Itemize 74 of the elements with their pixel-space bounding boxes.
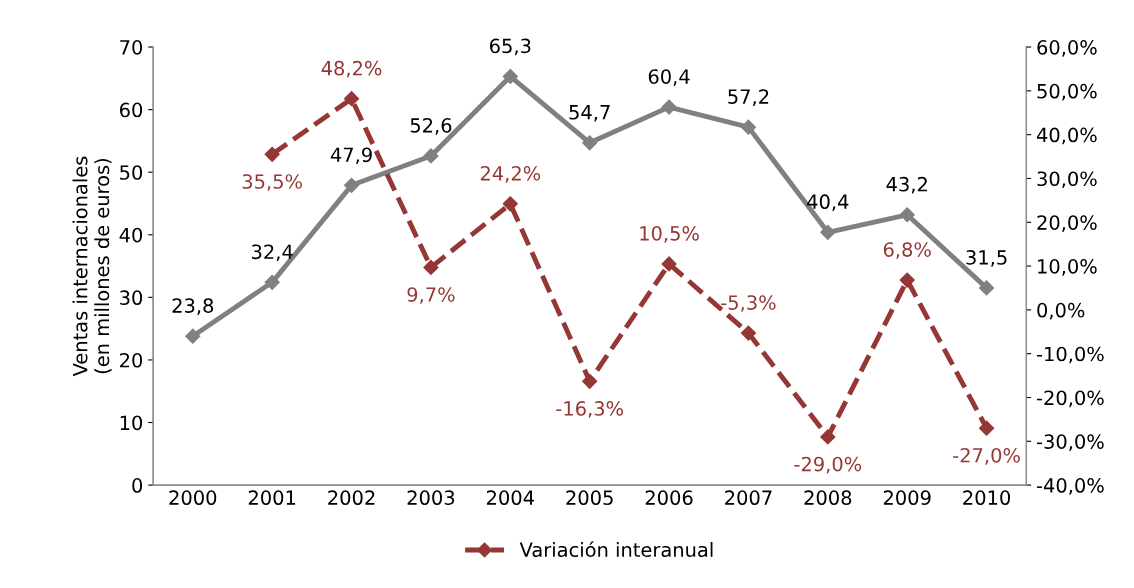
point (979, 420, 995, 436)
point (502, 196, 518, 212)
point (899, 207, 915, 223)
point (423, 148, 439, 164)
data-label: 35,5% (242, 174, 302, 191)
data-label: 52,6 (410, 118, 452, 135)
data-label: 40,4 (807, 194, 849, 212)
data-label: -27,0% (953, 447, 1020, 465)
point (740, 119, 757, 135)
data-label: 24,2% (480, 165, 541, 183)
y2-tick-label: 0,0% (1037, 302, 1085, 320)
y-tick-label: 20 (120, 352, 143, 368)
data-label: 60,4 (648, 69, 690, 86)
x-tick-label: 2006 (645, 490, 693, 506)
x-tick-label: 2007 (725, 490, 772, 506)
y2-tick-label: 60,0% (1037, 40, 1097, 57)
y2-tick-label: 30,0% (1037, 171, 1097, 189)
data-label: -29,0% (794, 456, 862, 474)
y-tick-label: 60 (119, 102, 143, 118)
data-label: 47,9 (330, 147, 372, 165)
y-tick-label: 40 (119, 227, 143, 243)
x-tick-label: 2010 (963, 490, 1011, 506)
y2-tick-label: -40,0% (1036, 478, 1104, 495)
point (343, 91, 360, 107)
x-tick-label: 2003 (407, 490, 455, 506)
data-label: -16,3% (556, 401, 623, 418)
data-label: 32,4 (252, 244, 293, 262)
point (661, 99, 677, 115)
data-label: 43,2 (886, 176, 927, 194)
point (820, 224, 836, 240)
point (582, 135, 598, 151)
point (343, 177, 360, 193)
y-tick-label: 50 (120, 165, 143, 180)
data-label: 54,7 (569, 105, 610, 122)
x-tick-label: 2005 (566, 490, 613, 506)
data-label: 48,2% (321, 60, 382, 78)
y-tick-label: 0 (132, 478, 143, 493)
x-tick-label: 2008 (804, 490, 852, 506)
data-label: 65,3 (490, 38, 531, 56)
y-tick-label: 30 (120, 290, 143, 306)
data-label: 57,2 (728, 89, 769, 106)
y2-tick-label: 10,0% (1038, 259, 1097, 276)
point (820, 429, 836, 445)
x-tick-label: 2001 (248, 490, 296, 506)
point (582, 373, 598, 389)
data-label: 6,8% (883, 242, 931, 259)
data-label: 31,5 (966, 250, 1007, 267)
y2-tick-label: -30,0% (1036, 434, 1104, 451)
y2-tick-label: 50,0% (1037, 83, 1097, 101)
y-tick-label: 70 (120, 40, 143, 55)
point (740, 325, 757, 341)
y-tick-label: 10 (120, 415, 143, 431)
point (264, 274, 280, 290)
point (979, 280, 995, 296)
point (661, 256, 677, 272)
y-axis-title: Ventas internacionales (en millones de euros) (72, 156, 112, 377)
data-label: 23,8 (172, 298, 214, 315)
point (899, 272, 915, 288)
y2-tick-label: 40,0% (1036, 127, 1097, 145)
y2-tick-label: 20,0% (1037, 215, 1097, 232)
x-tick-label: 2009 (883, 490, 931, 506)
point (185, 328, 201, 344)
data-label: -5,3% (721, 295, 776, 312)
x-tick-label: 2004 (486, 490, 534, 506)
x-tick-label: 2002 (328, 490, 375, 506)
legend-label: Variación interanual (519, 541, 713, 558)
point (264, 146, 280, 162)
point (502, 68, 518, 85)
data-label: 10,5% (640, 225, 699, 243)
point (423, 259, 439, 275)
y2-tick-label: -20,0% (1036, 390, 1104, 408)
y2-tick-label: -10,0% (1036, 346, 1104, 364)
data-label: 9,7% (407, 287, 455, 304)
x-tick-label: 2000 (169, 490, 217, 506)
